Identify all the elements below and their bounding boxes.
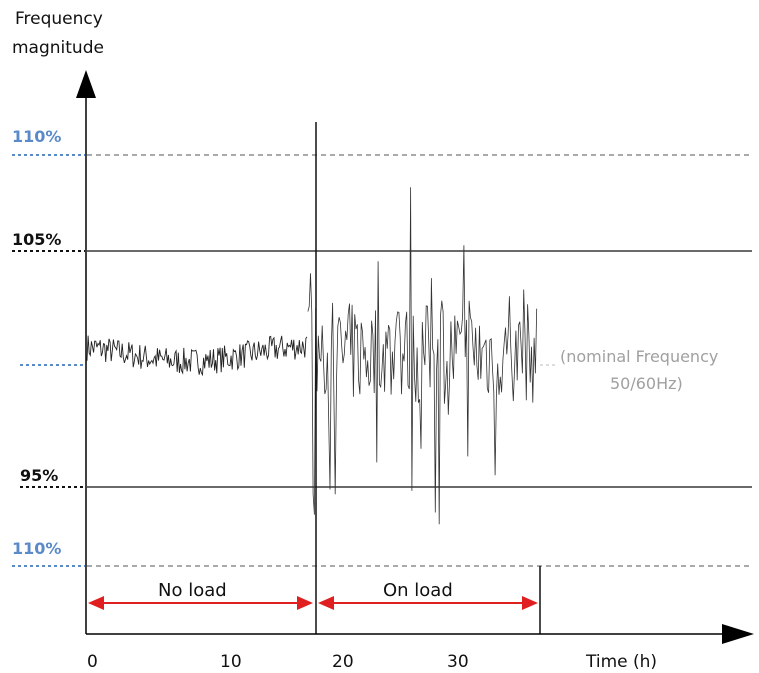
x-axis-title: Time (h) bbox=[585, 652, 657, 672]
label-95: 95% bbox=[20, 466, 58, 485]
x-tick-0: 0 bbox=[87, 652, 98, 672]
no-load-arrow bbox=[88, 596, 313, 610]
x-tick-30: 30 bbox=[447, 652, 469, 672]
no-load-label: No load bbox=[158, 580, 227, 601]
y-axis-title-line2: magnitude bbox=[12, 38, 104, 58]
nominal-annotation-line2: 50/60Hz) bbox=[610, 374, 683, 393]
y-axis-arrow bbox=[76, 70, 96, 98]
y-axis-title-line1: Frequency bbox=[15, 9, 103, 29]
label-110-lower: 110% bbox=[12, 539, 61, 558]
on-load-label: On load bbox=[383, 580, 453, 601]
label-110-upper: 110% bbox=[12, 127, 61, 146]
x-tick-10: 10 bbox=[220, 652, 242, 672]
signal-no-load bbox=[86, 335, 308, 377]
x-axis-arrow bbox=[722, 624, 754, 644]
nominal-annotation-line1: (nominal Frequency bbox=[560, 347, 718, 366]
frequency-signal bbox=[86, 187, 538, 525]
signal-on-load bbox=[307, 187, 538, 525]
label-105: 105% bbox=[12, 230, 61, 249]
on-load-arrow bbox=[318, 596, 538, 610]
x-tick-20: 20 bbox=[332, 652, 354, 672]
